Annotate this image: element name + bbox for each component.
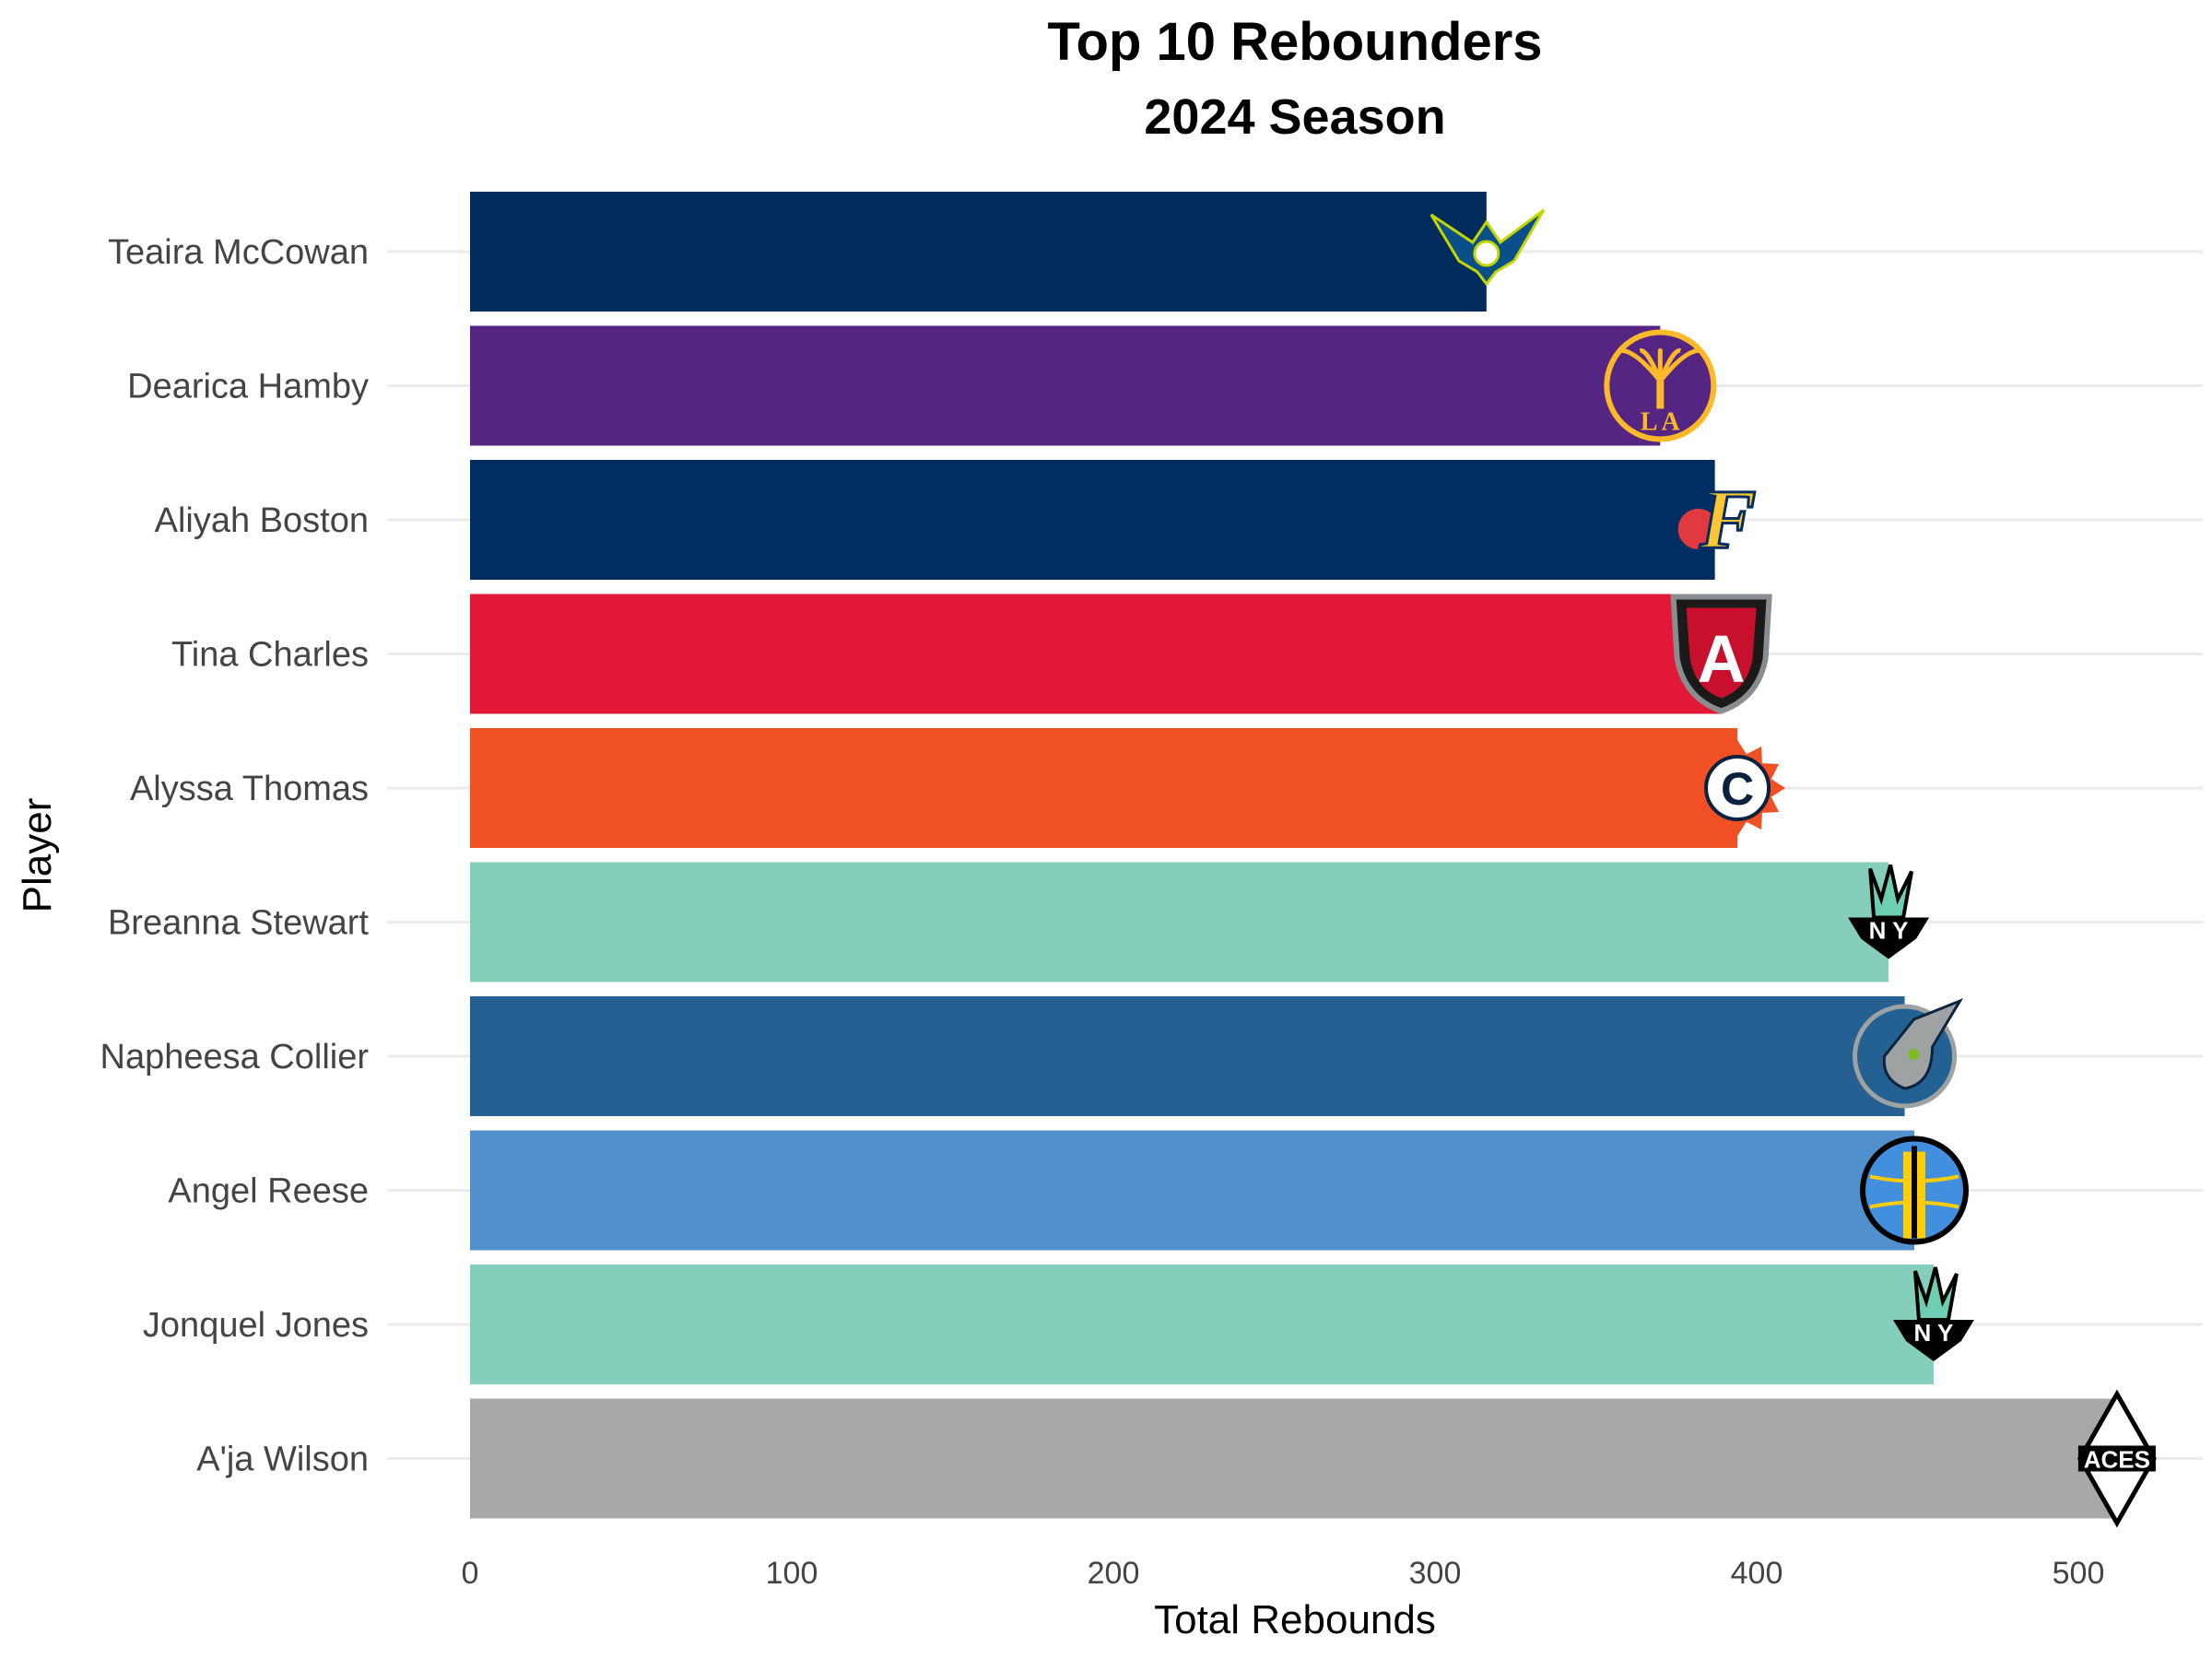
- y-tick-label: Alyssa Thomas: [130, 770, 369, 808]
- y-axis-label: Player: [15, 798, 60, 913]
- y-tick-label: Napheesa Collier: [100, 1038, 370, 1077]
- x-axis-label: Total Rebounds: [1154, 1597, 1436, 1642]
- bars: [470, 192, 2117, 1519]
- x-tick-label: 300: [1409, 1556, 1462, 1591]
- svg-text:N Y: N Y: [1869, 917, 1909, 945]
- svg-text:F: F: [1699, 472, 1756, 566]
- chart-subtitle: 2024 Season: [1144, 89, 1445, 145]
- svg-text:ACES: ACES: [2084, 1446, 2150, 1474]
- svg-text:L A: L A: [1641, 408, 1681, 437]
- y-tick-label: Aliyah Boston: [155, 501, 369, 540]
- x-tick-label: 500: [2053, 1556, 2105, 1591]
- bar: [470, 862, 1889, 982]
- chicago-sky-logo-icon: [1860, 1135, 1970, 1245]
- bar: [470, 460, 1715, 580]
- ny-liberty-logo-icon: N Y: [1848, 864, 1930, 959]
- atlanta-dream-logo-icon: A: [1670, 594, 1772, 714]
- y-tick-label: Angel Reese: [168, 1172, 369, 1211]
- team-logos: L A FA C N Y N Y ACES: [1430, 208, 2157, 1528]
- bar: [470, 1398, 2117, 1519]
- svg-text:N Y: N Y: [1914, 1319, 1954, 1347]
- bar: [470, 192, 1487, 312]
- y-tick-label: Dearica Hamby: [127, 368, 369, 406]
- y-tick-label: A'ja Wilson: [196, 1441, 369, 1479]
- x-tick-label: 200: [1088, 1556, 1140, 1591]
- minnesota-lynx-logo-icon: [1853, 997, 1964, 1109]
- x-tick-label: 100: [766, 1556, 818, 1591]
- las-vegas-aces-logo-icon: ACES: [2077, 1389, 2157, 1528]
- bar: [470, 728, 1738, 848]
- x-tick-labels: 0 100 200 300 400 500: [462, 1556, 2105, 1591]
- y-tick-label: Breanna Stewart: [108, 904, 369, 943]
- svg-text:C: C: [1721, 763, 1754, 815]
- svg-text:A: A: [1698, 623, 1746, 697]
- y-tick-label: Jonquel Jones: [143, 1306, 369, 1345]
- y-tick-labels: Teaira McCowan Dearica Hamby Aliyah Boston…: [100, 233, 370, 1479]
- bar: [470, 594, 1722, 714]
- bar: [470, 1265, 1934, 1384]
- y-tick-label: Tina Charles: [171, 636, 369, 675]
- bar: [470, 325, 1661, 446]
- bar: [470, 1130, 1915, 1251]
- chart-title: Top 10 Rebounders: [1047, 12, 1542, 72]
- x-tick-label: 400: [1731, 1556, 1783, 1591]
- indiana-fever-logo-icon: F: [1674, 471, 1758, 568]
- connecticut-sun-logo-icon: C: [1689, 740, 1786, 836]
- ny-liberty-logo-icon: N Y: [1892, 1266, 1974, 1361]
- x-tick-label: 0: [462, 1556, 479, 1591]
- y-tick-label: Teaira McCowan: [108, 233, 369, 272]
- bar: [470, 996, 1905, 1116]
- la-sparks-logo-icon: L A: [1604, 329, 1717, 442]
- dallas-wings-logo-icon: [1430, 208, 1546, 287]
